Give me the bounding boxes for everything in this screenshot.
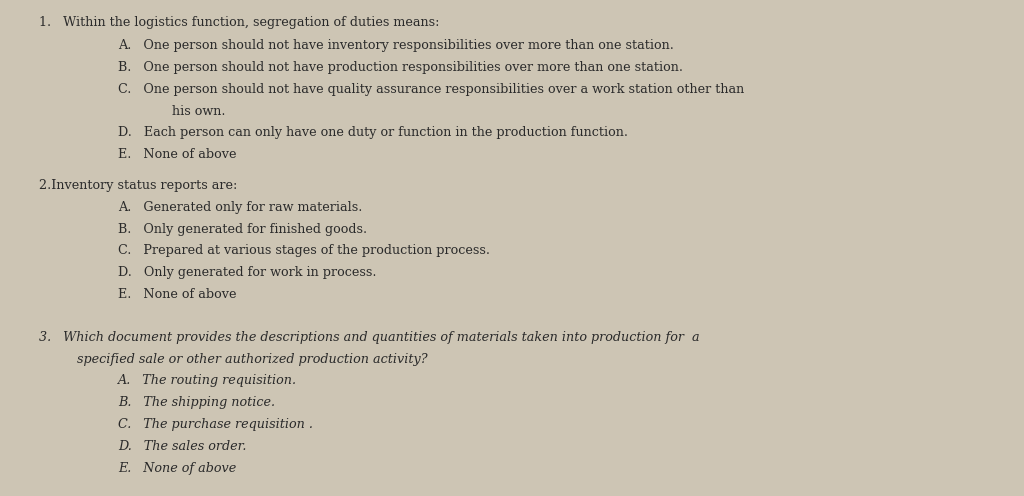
Text: B.   Only generated for finished goods.: B. Only generated for finished goods.: [118, 223, 367, 236]
Text: E.   None of above: E. None of above: [118, 148, 237, 161]
Text: D.   Each person can only have one duty or function in the production function.: D. Each person can only have one duty or…: [118, 126, 628, 139]
Text: B.   One person should not have production responsibilities over more than one s: B. One person should not have production…: [118, 61, 683, 74]
Text: C.   Prepared at various stages of the production process.: C. Prepared at various stages of the pro…: [118, 245, 489, 257]
Text: B.   The shipping notice.: B. The shipping notice.: [118, 396, 274, 409]
Text: D.   Only generated for work in process.: D. Only generated for work in process.: [118, 266, 376, 279]
Text: his own.: his own.: [172, 105, 225, 118]
Text: 1.   Within the logistics function, segregation of duties means:: 1. Within the logistics function, segreg…: [39, 16, 439, 29]
Text: D.   The sales order.: D. The sales order.: [118, 440, 246, 453]
Text: specified sale or other authorized production activity?: specified sale or other authorized produ…: [77, 353, 427, 366]
Text: A.   Generated only for raw materials.: A. Generated only for raw materials.: [118, 201, 362, 214]
Text: E.   None of above: E. None of above: [118, 462, 236, 475]
Text: C.   The purchase requisition .: C. The purchase requisition .: [118, 418, 312, 431]
Text: E.   None of above: E. None of above: [118, 288, 237, 301]
Text: 3.   Which document provides the descriptions and quantities of materials taken : 3. Which document provides the descripti…: [39, 331, 699, 344]
Text: A.   The routing requisition.: A. The routing requisition.: [118, 374, 297, 387]
Text: 2.Inventory status reports are:: 2.Inventory status reports are:: [39, 179, 238, 192]
Text: C.   One person should not have quality assurance responsibilities over a work s: C. One person should not have quality as…: [118, 83, 744, 96]
Text: A.   One person should not have inventory responsibilities over more than one st: A. One person should not have inventory …: [118, 39, 674, 52]
